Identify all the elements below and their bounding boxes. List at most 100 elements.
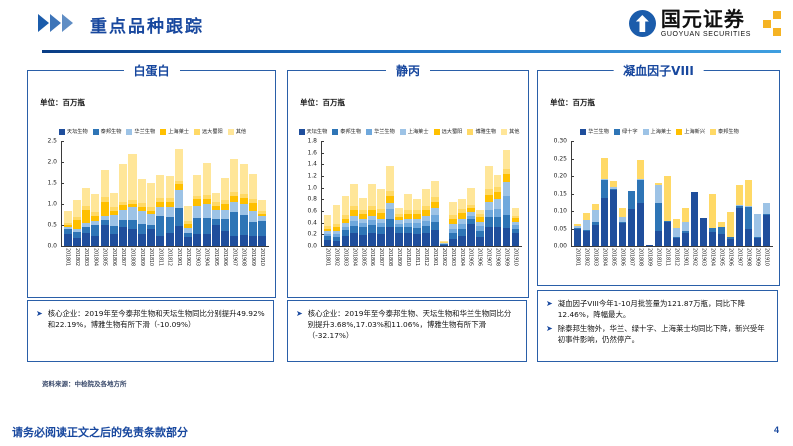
bar-segment xyxy=(359,219,368,224)
bar-segment xyxy=(239,197,248,205)
y-axis-tick-mark xyxy=(571,176,574,177)
bar-segment xyxy=(431,214,439,222)
bar-segment xyxy=(248,222,257,236)
bar-segment xyxy=(395,227,403,234)
y-axis-tick-label: 2.5 xyxy=(47,137,57,145)
bar-segment xyxy=(165,201,174,208)
bar-segment xyxy=(422,220,430,227)
bar-segment xyxy=(193,199,202,207)
y-axis-tick-mark xyxy=(321,141,324,142)
bar-segment xyxy=(636,180,645,203)
bar-segment xyxy=(156,216,165,236)
bar-stack xyxy=(663,176,672,246)
bar-segment xyxy=(137,233,146,246)
bullet-arrow-icon: ➤ xyxy=(546,324,553,334)
bar-segment xyxy=(100,169,109,198)
bar-stack xyxy=(193,174,202,246)
bar-segment xyxy=(511,215,520,219)
bar-segment xyxy=(72,229,81,232)
legend-swatch-icon xyxy=(58,128,65,135)
bar-segment xyxy=(386,195,395,203)
bar-segment xyxy=(350,220,359,226)
logo-name-en: GUOYUAN SECURITIES xyxy=(660,31,751,38)
bar-stack xyxy=(672,218,681,246)
legend-label: 泰邦生物 xyxy=(340,129,362,135)
bar-segment xyxy=(332,227,341,231)
bar-segment xyxy=(744,228,753,246)
y-axis-tick-mark xyxy=(321,176,324,177)
bar-segment xyxy=(248,203,257,212)
bar-segment xyxy=(511,221,520,226)
note-bullet-row: ➤ 除泰邦生物外，华兰、绿十字、上海莱士均同比下降，新兴受年初事件影响，仍然停产。 xyxy=(546,323,769,345)
bar-stack xyxy=(174,149,183,246)
company-logo: 国元证券 GUOYUAN SECURITIES xyxy=(628,9,781,38)
bar-segment xyxy=(708,228,717,232)
x-axis-tick-label: 201812 xyxy=(166,248,173,266)
y-axis: 0.0 0.2 0.4 0.6 0.8 1.0 1.2 1.4 1.6 1.8 xyxy=(296,138,322,250)
x-axis-tick-label: 201805 xyxy=(360,248,367,266)
bar-segment xyxy=(128,219,137,230)
bar-segment xyxy=(404,213,412,219)
bar-segment xyxy=(475,226,484,231)
x-axis-tick-label: 201803 xyxy=(592,248,599,266)
bar-segment xyxy=(72,199,81,218)
bar-segment xyxy=(439,244,448,246)
x-axis-tick-label: 201905 xyxy=(467,248,474,266)
bar-segment xyxy=(230,195,239,203)
bar-segment xyxy=(174,180,183,185)
bar-segment xyxy=(193,234,202,246)
bar-segment xyxy=(100,225,109,246)
bar-stack xyxy=(72,199,81,246)
bar-segment xyxy=(82,209,91,223)
page-title: 重点品种跟踪 xyxy=(90,17,204,37)
y-axis-tick-label: 0.2 xyxy=(307,230,317,238)
legend-label: 远大蜀阳 xyxy=(441,129,463,135)
bar-stack xyxy=(627,190,636,246)
page-number: 4 xyxy=(773,425,779,435)
bar-segment xyxy=(184,233,193,238)
bar-segment xyxy=(386,208,395,220)
bar-segment xyxy=(258,200,267,212)
bar-segment xyxy=(377,218,386,224)
panel-title: 白蛋白 xyxy=(123,62,180,79)
x-axis-tick-label: 201802 xyxy=(333,248,340,266)
bar-segment xyxy=(413,209,421,214)
bar-segment xyxy=(395,220,403,224)
y-axis-tick-mark xyxy=(571,193,574,195)
y-axis-tick-label: 0.20 xyxy=(553,172,567,180)
bar-segment xyxy=(368,233,377,246)
bar-segment xyxy=(174,149,183,181)
bar-segment xyxy=(119,164,128,202)
bar-stack xyxy=(100,169,109,246)
bar-segment xyxy=(109,214,118,226)
bar-segment xyxy=(128,207,137,220)
bar-segment xyxy=(359,223,368,228)
bar-segment xyxy=(332,241,341,246)
bar-segment xyxy=(672,218,681,228)
bar-segment xyxy=(137,206,146,212)
legend-item: 华兰生物 xyxy=(126,128,155,135)
bar-stack xyxy=(128,153,137,246)
legend-label: 华兰生物 xyxy=(588,129,609,135)
bar-segment xyxy=(439,243,448,245)
x-axis-labels: 201801 201802 201803 201804 201805 201806 2018… xyxy=(63,248,267,266)
bar-stack xyxy=(146,183,156,246)
x-axis-tick-label: 201810 xyxy=(148,248,155,266)
legend-label: 上海莱士 xyxy=(407,129,429,135)
bar-stack xyxy=(609,180,618,246)
legend-item: 泰邦生物 xyxy=(710,128,739,135)
bar-segment xyxy=(386,166,395,191)
bar-segment xyxy=(137,178,146,203)
bar-segment xyxy=(484,195,493,203)
bar-segment xyxy=(573,225,582,228)
bar-segment xyxy=(573,223,582,226)
bar-segment xyxy=(156,235,165,246)
x-axis-tick-label: 201909 xyxy=(754,248,761,266)
legend-item: 绿十字 xyxy=(613,128,638,135)
x-axis-tick-label: 201902 xyxy=(691,248,698,266)
bar-segment xyxy=(511,208,520,216)
bar-segment xyxy=(457,219,466,225)
legend-swatch-icon xyxy=(580,128,587,135)
y-axis-tick-label: 0.05 xyxy=(553,225,567,232)
bar-stack xyxy=(386,166,395,246)
